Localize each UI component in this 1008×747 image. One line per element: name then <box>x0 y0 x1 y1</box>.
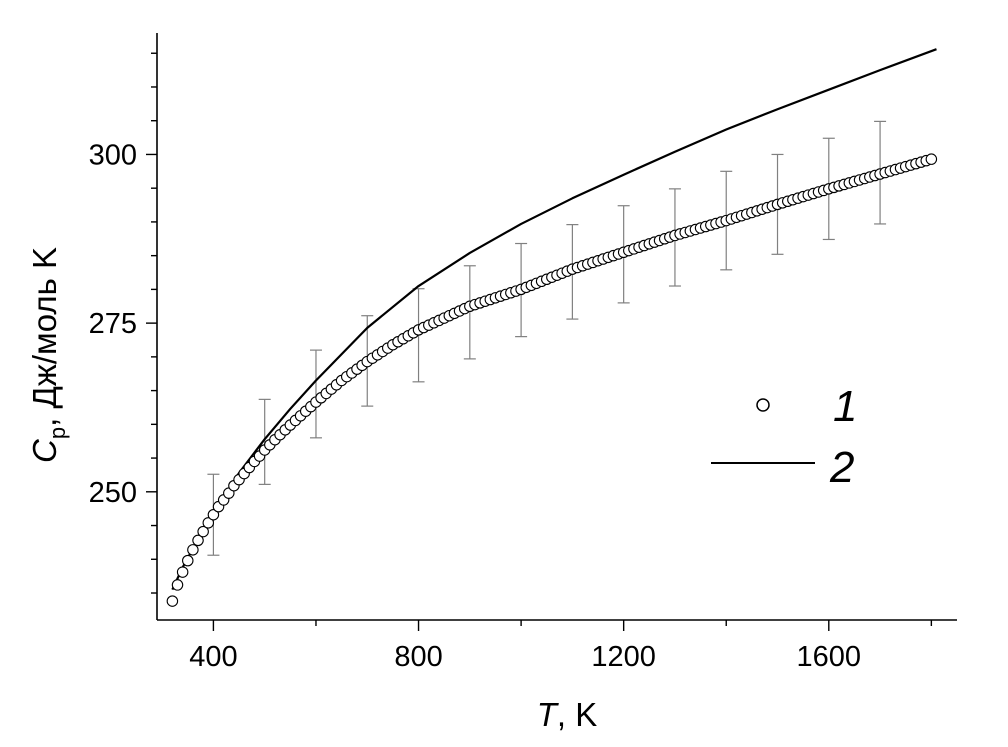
legend-marker-open-circle <box>756 398 770 412</box>
y-tick-label: 300 <box>89 139 137 171</box>
legend-label-2: 2 <box>829 443 854 492</box>
data-point <box>925 153 938 165</box>
legend-label-1: 1 <box>833 382 857 431</box>
y-axis-title: Cp, Дж/моль K <box>26 247 70 463</box>
data-point <box>187 544 199 556</box>
x-tick-label: 800 <box>394 641 442 673</box>
data-point <box>166 595 179 607</box>
series-2-line-group <box>171 48 937 591</box>
x-tick-label: 400 <box>189 641 237 673</box>
data-point <box>202 517 215 529</box>
y-tick-label: 250 <box>89 477 137 509</box>
x-axis-title: T, K <box>537 696 598 733</box>
y-tick-label: 275 <box>89 308 137 340</box>
data-point <box>182 554 194 567</box>
x-tick-label: 1200 <box>591 641 656 673</box>
tick-labels: 400 800 1200 1600 250 275 300 <box>89 139 861 673</box>
axes <box>146 33 957 631</box>
data-point <box>171 579 184 591</box>
error-bars <box>207 120 887 556</box>
x-tick-label: 1600 <box>797 641 862 673</box>
legend: 12 <box>711 382 857 492</box>
series-2-line <box>171 48 937 591</box>
series-1-markers <box>166 153 938 607</box>
data-point <box>192 534 204 547</box>
data-point <box>197 525 209 538</box>
data-point <box>176 566 189 578</box>
data-point <box>207 508 220 521</box>
